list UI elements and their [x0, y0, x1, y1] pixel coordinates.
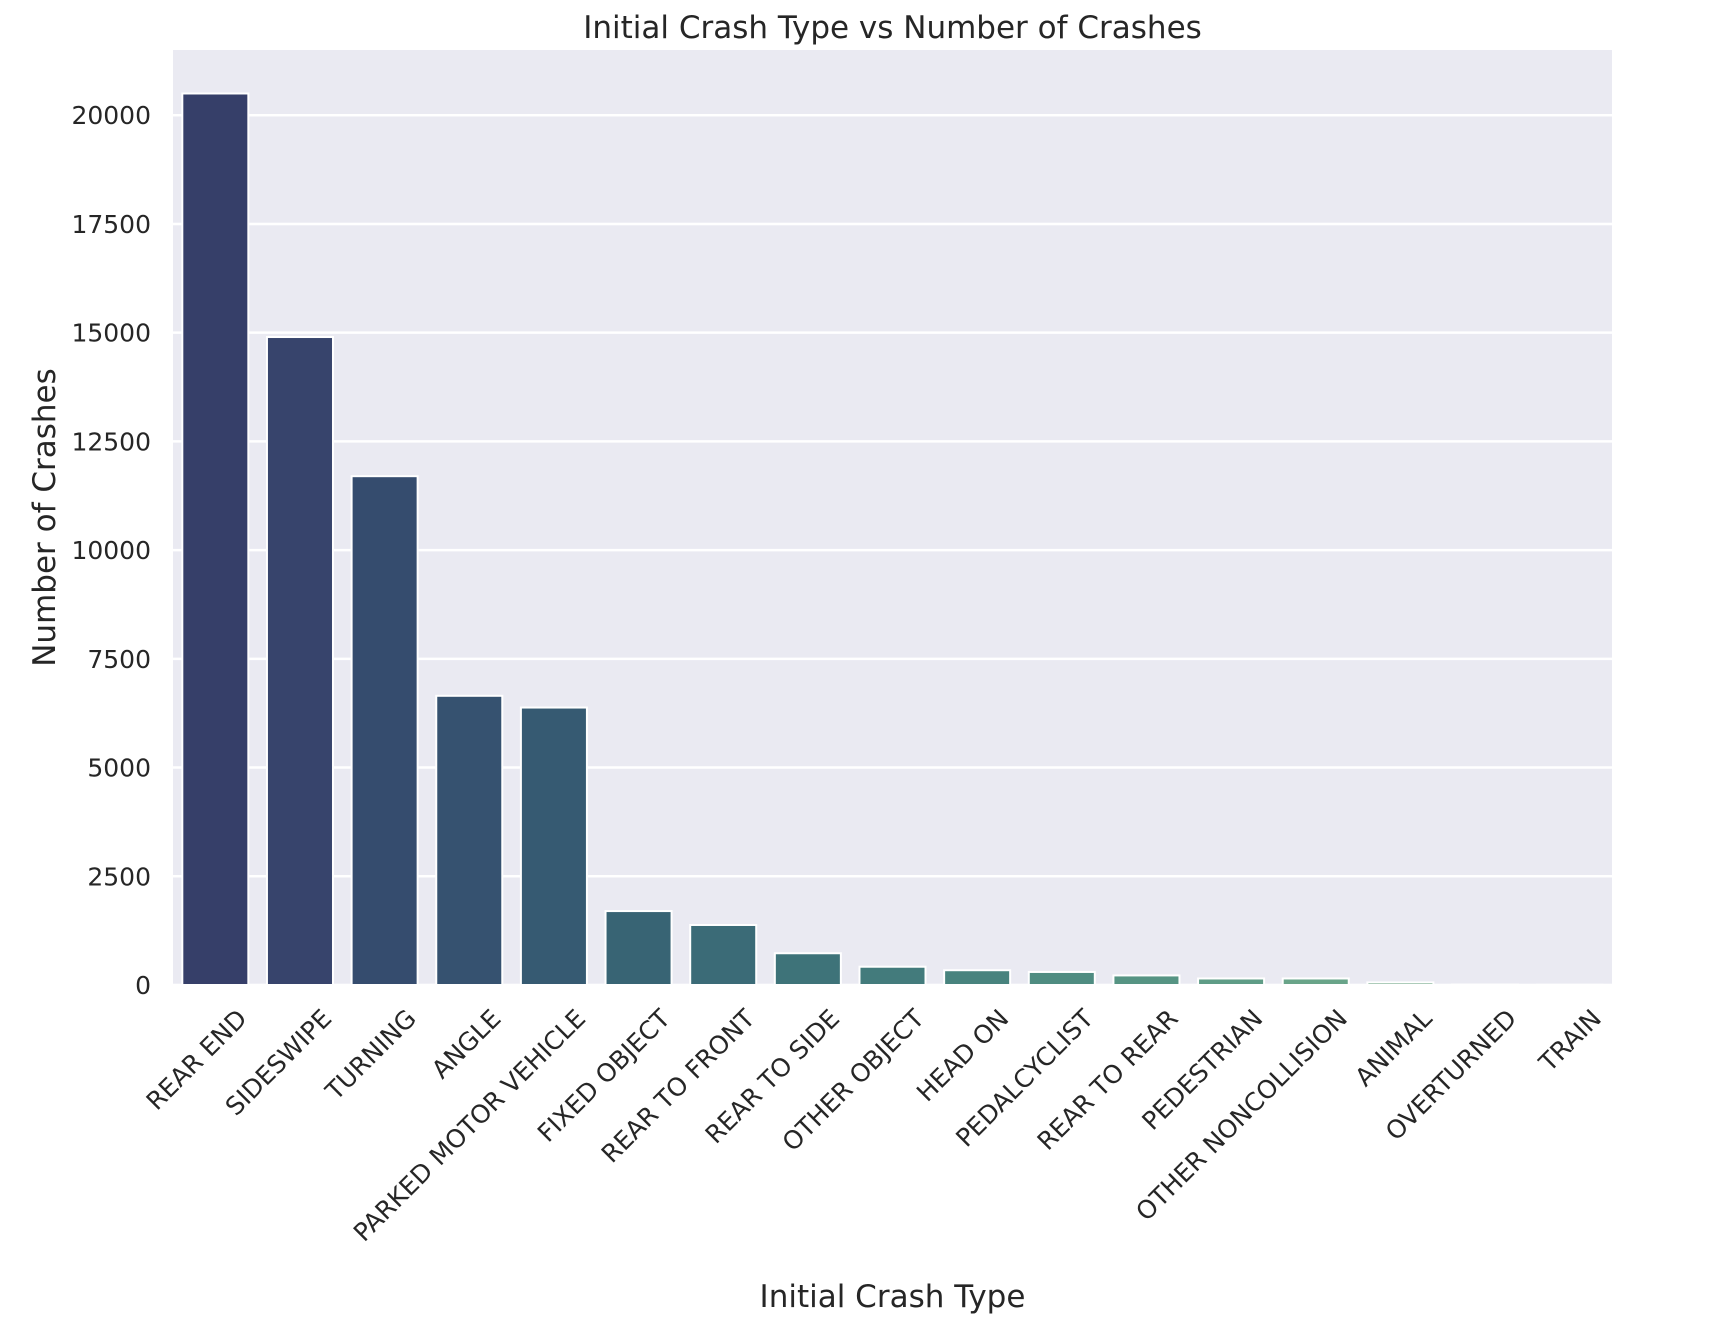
bar-rear-to-front	[689, 923, 758, 986]
y-tick-label: 5000	[87, 754, 151, 783]
bar-rear-to-side	[773, 952, 842, 986]
bar-rear-end	[181, 92, 250, 987]
y-tick-label: 12500	[71, 427, 151, 456]
x-tick-label: TURNING	[319, 1004, 422, 1107]
x-axis-label: Initial Crash Type	[760, 1279, 1026, 1315]
bar-angle	[435, 694, 504, 986]
y-tick-label: 7500	[87, 645, 151, 674]
y-axis-label: Number of Crashes	[27, 368, 63, 667]
bar-fixed-object	[604, 910, 673, 986]
bar-sideswipe	[265, 336, 334, 986]
bar-parked-motor-vehicle	[519, 706, 588, 986]
bar-other-object	[858, 965, 927, 986]
y-tick-label: 20000	[71, 101, 151, 130]
x-tick-label: ANGLE	[426, 1004, 507, 1085]
x-tick-label: ANIMAL	[1349, 1004, 1437, 1092]
chart-title: Initial Crash Type vs Number of Crashes	[583, 10, 1202, 46]
y-tick-label: 15000	[71, 319, 151, 348]
y-tick-labels: 0 2500 5000 7500 10000 12500 15000 17500 20000	[71, 101, 151, 1000]
x-tick-label: TRAIN	[1533, 1004, 1607, 1078]
bar-other-noncollision	[1281, 977, 1350, 987]
y-tick-label: 10000	[71, 536, 151, 565]
bar-pedestrian	[1197, 977, 1266, 987]
x-tick-label: OTHER OBJECT	[777, 1003, 931, 1157]
x-tick-label: REAR TO FRONT	[596, 1003, 761, 1168]
y-tick-label: 17500	[71, 210, 151, 239]
bar-pedalcyclist	[1027, 970, 1096, 987]
bar-rear-to-rear	[1112, 974, 1181, 986]
bar-turning	[350, 475, 419, 986]
bars	[181, 92, 1604, 987]
bar-head-on	[943, 969, 1012, 986]
y-tick-label: 0	[135, 971, 151, 1000]
y-tick-label: 2500	[87, 862, 151, 891]
bar-animal	[1366, 981, 1435, 986]
